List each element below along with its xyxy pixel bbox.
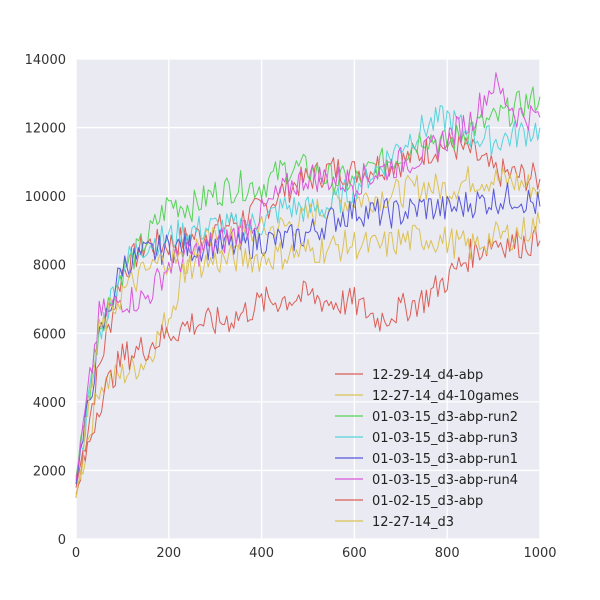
- legend-label: 01-03-15_d3-abp-run1: [372, 452, 518, 467]
- series-lines: [75, 72, 541, 498]
- y-tick-label: 2000: [33, 464, 66, 479]
- legend-label: 01-03-15_d3-abp-run3: [372, 431, 518, 446]
- legend-label: 12-27-14_d4-10games: [372, 389, 519, 404]
- y-tick-label: 6000: [33, 327, 66, 342]
- x-tick-label: 0: [72, 546, 80, 561]
- x-tick-label: 400: [249, 546, 274, 561]
- series-line-2: [75, 86, 541, 478]
- legend-item: 01-03-15_d3-abp-run1: [335, 452, 518, 467]
- y-tick-label: 8000: [33, 259, 66, 274]
- y-tick-label: 0: [58, 533, 66, 548]
- series-line-6: [75, 226, 541, 495]
- x-tick-label: 600: [342, 546, 367, 561]
- legend-item: 12-27-14_d3: [335, 515, 454, 530]
- legend-item: 12-29-14_d4-abp: [335, 368, 483, 383]
- legend-label: 01-03-15_d3-abp-run2: [372, 410, 518, 425]
- y-tick-label: 12000: [25, 122, 66, 137]
- y-tick-label: 14000: [25, 53, 66, 68]
- legend-label: 01-02-15_d3-abp: [372, 494, 483, 509]
- y-tick-label: 10000: [25, 190, 66, 205]
- legend-label: 12-29-14_d4-abp: [372, 368, 483, 383]
- legend-item: 01-02-15_d3-abp: [335, 494, 483, 509]
- x-tick-label: 200: [156, 546, 181, 561]
- y-tick-label: 4000: [33, 396, 66, 411]
- plot-background: [76, 59, 540, 539]
- x-tick-label: 800: [435, 546, 460, 561]
- legend-label: 12-27-14_d3: [372, 515, 454, 530]
- y-axis-tick-labels: 0 2000 4000 6000 8000 10000 12000 14000: [25, 53, 66, 548]
- legend-item: 01-03-15_d3-abp-run3: [335, 431, 518, 446]
- legend-label: 01-03-15_d3-abp-run4: [372, 473, 518, 488]
- legend: 12-29-14_d4-abp 12-27-14_d4-10games 01-03-…: [335, 368, 519, 530]
- series-line-5: [75, 72, 541, 481]
- x-tick-label: 1000: [523, 546, 556, 561]
- series-line-1: [75, 165, 541, 498]
- series-line-7: [75, 211, 541, 498]
- legend-item: 01-03-15_d3-abp-run4: [335, 473, 518, 488]
- x-axis-tick-labels: 0 200 400 600 800 1000: [72, 546, 557, 561]
- legend-item: 12-27-14_d4-10games: [335, 389, 519, 404]
- series-line-4: [75, 182, 541, 485]
- legend-item: 01-03-15_d3-abp-run2: [335, 410, 518, 425]
